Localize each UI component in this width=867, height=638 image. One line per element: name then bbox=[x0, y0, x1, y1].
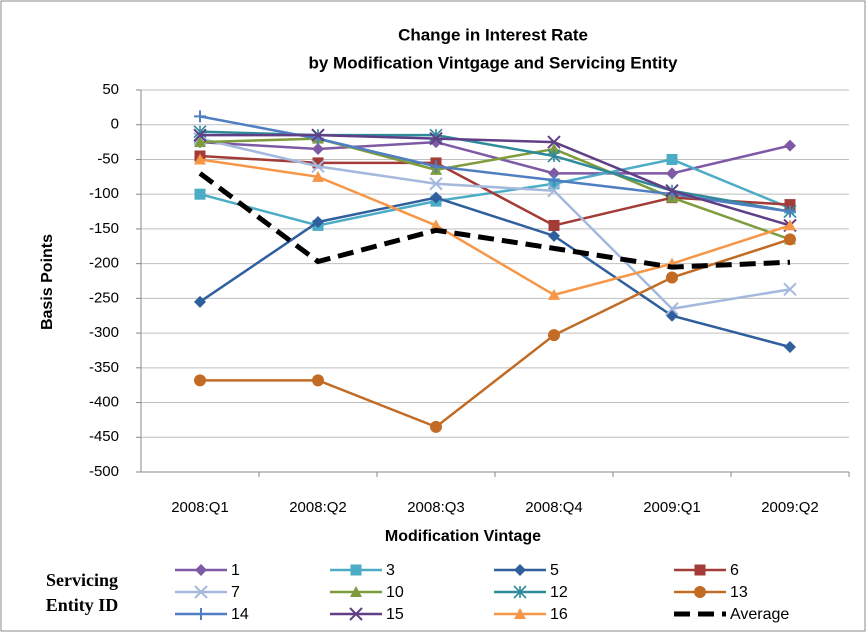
series-line bbox=[199, 158, 791, 297]
legend-label: 7 bbox=[231, 584, 240, 601]
data-point bbox=[194, 136, 206, 148]
y-axis-title: Basis Points bbox=[39, 234, 56, 330]
y-tick-label: -300 bbox=[89, 324, 119, 341]
legend-label: 13 bbox=[730, 584, 748, 601]
legend-label: Average bbox=[730, 606, 789, 623]
data-point bbox=[783, 282, 797, 297]
data-point bbox=[547, 149, 561, 163]
legend-label: 12 bbox=[550, 584, 568, 601]
data-point bbox=[312, 157, 324, 169]
legend-marker bbox=[195, 608, 207, 620]
data-point bbox=[784, 205, 796, 218]
series-line bbox=[200, 133, 791, 227]
y-tick-label: -350 bbox=[89, 359, 119, 376]
legend-label: 3 bbox=[386, 562, 395, 579]
data-point bbox=[194, 153, 206, 165]
legend-title: Servicing bbox=[46, 570, 118, 590]
chart-title: Change in Interest Rate bbox=[398, 25, 588, 44]
y-tick-label: -150 bbox=[89, 220, 119, 237]
legend-marker bbox=[350, 586, 362, 597]
series-line bbox=[200, 238, 791, 429]
data-point bbox=[548, 219, 560, 231]
x-tick-label: 2009:Q1 bbox=[643, 499, 701, 516]
data-point bbox=[548, 229, 560, 242]
legend-label: 1 bbox=[231, 562, 240, 579]
data-point bbox=[666, 167, 678, 180]
series-line bbox=[198, 171, 791, 270]
data-point bbox=[548, 174, 560, 187]
data-point bbox=[194, 188, 206, 200]
data-point bbox=[548, 288, 560, 300]
legend-marker bbox=[514, 608, 526, 619]
data-point bbox=[784, 340, 796, 353]
data-point bbox=[784, 219, 796, 231]
data-point bbox=[430, 191, 442, 204]
data-point bbox=[429, 131, 443, 146]
data-point bbox=[194, 374, 206, 387]
x-tick-label: 2009:Q2 bbox=[761, 499, 819, 516]
x-tick-label: 2008:Q2 bbox=[289, 499, 347, 516]
data-point bbox=[312, 374, 324, 387]
data-point bbox=[548, 329, 560, 342]
legend-label: 14 bbox=[231, 606, 249, 623]
data-point bbox=[430, 420, 442, 433]
y-tick-label: -100 bbox=[89, 185, 119, 202]
data-point bbox=[666, 271, 678, 284]
data-point bbox=[430, 160, 442, 173]
data-point bbox=[430, 219, 442, 231]
data-point bbox=[547, 184, 561, 198]
data-point bbox=[312, 215, 324, 228]
legend-marker bbox=[194, 585, 208, 599]
data-point bbox=[665, 302, 679, 316]
legend-marker bbox=[350, 564, 362, 576]
legend-label: 5 bbox=[550, 562, 559, 579]
legend-marker bbox=[694, 564, 706, 576]
data-point bbox=[665, 184, 679, 198]
legend-marker bbox=[349, 607, 363, 621]
series-line bbox=[199, 158, 791, 227]
data-point bbox=[784, 233, 796, 246]
data-point bbox=[312, 143, 324, 156]
y-tick-label: -250 bbox=[89, 289, 119, 306]
data-point bbox=[311, 128, 325, 142]
legend-title: Entity ID bbox=[46, 595, 119, 615]
y-tick-label: -50 bbox=[97, 150, 119, 167]
data-point bbox=[548, 143, 560, 155]
x-tick-label: 2008:Q1 bbox=[171, 499, 229, 516]
legend-marker bbox=[513, 585, 527, 599]
y-tick-label: 0 bbox=[111, 116, 119, 133]
data-point bbox=[784, 199, 796, 211]
legend-label: 10 bbox=[386, 584, 404, 601]
data-point bbox=[429, 177, 443, 191]
legend-label: 15 bbox=[386, 606, 404, 623]
legend-label: 6 bbox=[730, 562, 739, 579]
data-point bbox=[784, 139, 796, 152]
legend-marker bbox=[514, 564, 526, 576]
series-line bbox=[199, 137, 791, 241]
data-point bbox=[194, 295, 206, 308]
y-tick-label: 50 bbox=[102, 81, 119, 98]
y-tick-label: -500 bbox=[89, 463, 119, 480]
x-axis-title: Modification Vintage bbox=[385, 528, 541, 545]
legend-marker bbox=[195, 564, 207, 576]
data-point bbox=[548, 167, 560, 180]
series-line bbox=[199, 196, 791, 349]
data-point bbox=[193, 128, 207, 142]
legend-marker bbox=[694, 586, 706, 598]
x-tick-label: 2008:Q3 bbox=[407, 499, 465, 516]
series-line bbox=[199, 137, 791, 311]
y-tick-label: -450 bbox=[89, 428, 119, 445]
y-tick-label: -400 bbox=[89, 394, 119, 411]
data-point bbox=[547, 135, 561, 149]
y-tick-label: -200 bbox=[89, 255, 119, 272]
data-point bbox=[311, 159, 325, 174]
legend-label: 16 bbox=[550, 606, 568, 623]
data-point bbox=[312, 170, 324, 182]
data-point bbox=[666, 153, 678, 165]
chart-subtitle: by Modification Vintgage and Servicing E… bbox=[308, 53, 678, 72]
data-point bbox=[194, 110, 206, 123]
x-tick-label: 2008:Q4 bbox=[525, 499, 583, 516]
